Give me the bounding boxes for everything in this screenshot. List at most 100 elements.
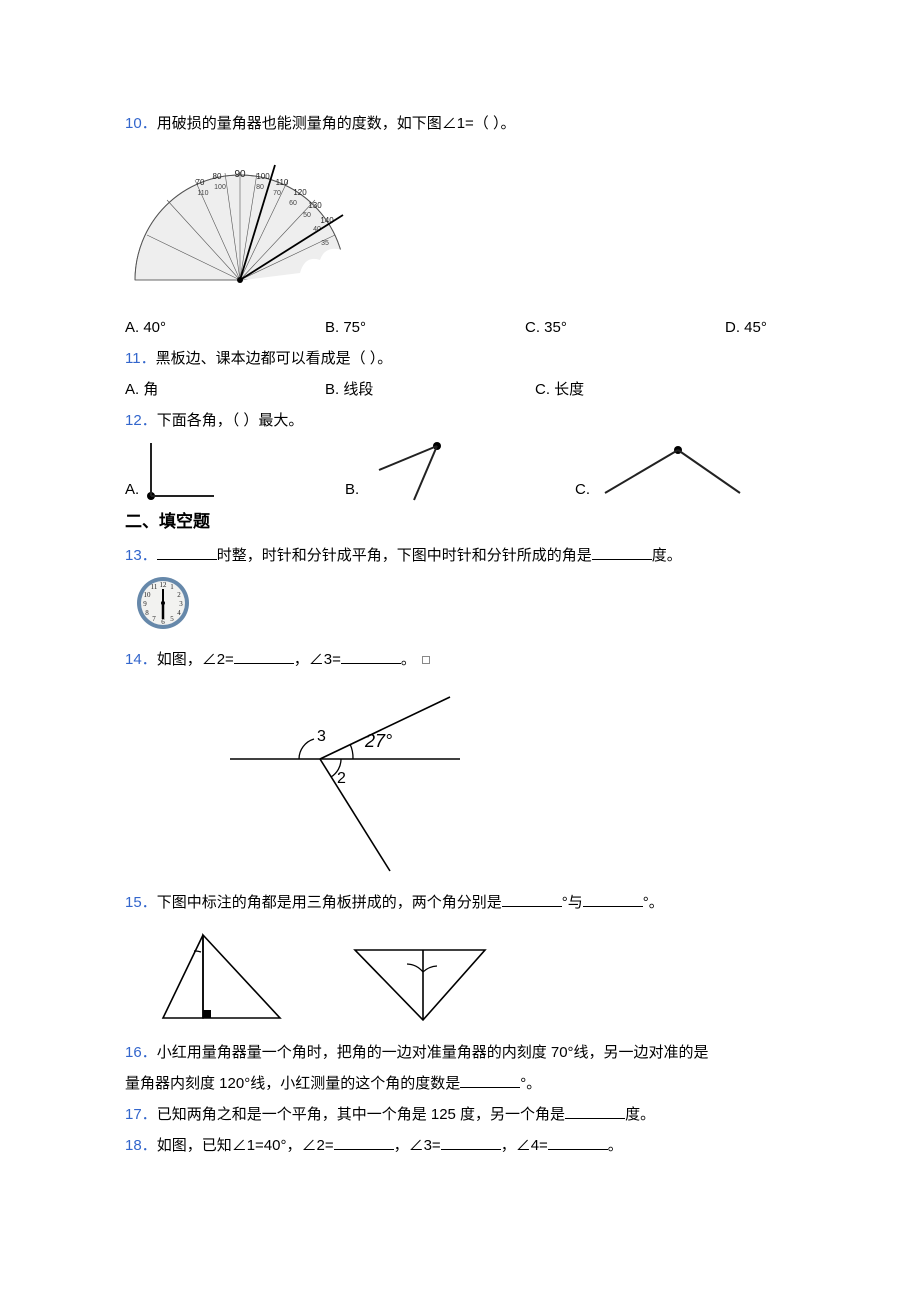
svg-text:8: 8 bbox=[145, 609, 149, 617]
svg-text:7: 7 bbox=[152, 615, 156, 623]
protractor-figure: 70 80 90 100 110 120 130 140 110 100 80 … bbox=[125, 145, 795, 304]
blank bbox=[592, 545, 652, 560]
text-3: ，∠4= bbox=[501, 1137, 548, 1154]
svg-text:120: 120 bbox=[293, 188, 307, 197]
svg-text:50: 50 bbox=[303, 212, 311, 219]
obtuse-angle-icon bbox=[590, 438, 745, 503]
option-c: C. 35° bbox=[525, 314, 725, 341]
section-2-title: 二、填空题 bbox=[125, 507, 795, 538]
svg-text:3: 3 bbox=[317, 728, 326, 745]
svg-text:80: 80 bbox=[256, 184, 264, 191]
option-b-label: B. bbox=[345, 476, 359, 503]
option-c-group: C. bbox=[575, 438, 795, 503]
q12-options: A. B. C. bbox=[125, 438, 795, 503]
blank bbox=[341, 649, 401, 664]
svg-text:100: 100 bbox=[214, 184, 226, 191]
svg-text:90: 90 bbox=[234, 169, 246, 180]
question-number: 14． bbox=[125, 651, 157, 668]
acute-angle-icon bbox=[359, 438, 444, 503]
question-number: 13． bbox=[125, 547, 157, 564]
svg-text:30: 30 bbox=[325, 252, 333, 259]
triangle-right-icon bbox=[345, 930, 495, 1025]
blank bbox=[583, 892, 643, 907]
question-text: 用破损的量角器也能测量角的度数，如下图∠1=（ ）。 bbox=[157, 115, 516, 132]
svg-text:70: 70 bbox=[273, 190, 281, 197]
option-a: A. 40° bbox=[125, 314, 325, 341]
svg-text:70: 70 bbox=[196, 178, 205, 187]
text-4: 。 bbox=[608, 1137, 623, 1154]
svg-text:6: 6 bbox=[161, 618, 165, 626]
svg-text:10: 10 bbox=[144, 591, 152, 599]
blank bbox=[548, 1135, 608, 1150]
question-13: 13． 时整，时针和分针成平角，下图中时针和分针所成的角是 度。 bbox=[125, 542, 795, 569]
question-number: 10． bbox=[125, 115, 157, 132]
question-12: 12．下面各角，（ ）最大。 bbox=[125, 407, 795, 434]
svg-text:4: 4 bbox=[177, 609, 181, 617]
text-line2b: °。 bbox=[520, 1075, 541, 1092]
text-2: ，∠3= bbox=[394, 1137, 441, 1154]
text-1: 如图，∠2= bbox=[157, 651, 234, 668]
svg-text:1: 1 bbox=[170, 583, 174, 591]
angle-27-figure: 27° 3 2 bbox=[225, 679, 795, 883]
blank bbox=[460, 1073, 520, 1088]
question-18: 18．如图，已知∠1=40°，∠2=，∠3=，∠4=。 bbox=[125, 1132, 795, 1159]
text-line1: 小红用量角器量一个角时，把角的一边对准量角器的内刻度 70°线，另一边对准的是 bbox=[157, 1044, 709, 1061]
option-b: B. 75° bbox=[325, 314, 525, 341]
option-a-group: A. bbox=[125, 438, 345, 503]
svg-text:110: 110 bbox=[197, 190, 208, 197]
svg-text:27°: 27° bbox=[364, 731, 392, 751]
text-1: 如图，已知∠1=40°，∠2= bbox=[157, 1137, 334, 1154]
svg-text:11: 11 bbox=[151, 583, 158, 591]
blank bbox=[334, 1135, 394, 1150]
svg-text:35: 35 bbox=[321, 240, 329, 247]
text-2: ，∠3= bbox=[294, 651, 341, 668]
blank bbox=[234, 649, 294, 664]
svg-text:9: 9 bbox=[143, 600, 147, 608]
question-number: 11． bbox=[125, 350, 156, 367]
question-17: 17．已知两角之和是一个平角，其中一个角是 125 度，另一个角是度。 bbox=[125, 1101, 795, 1128]
question-text: 黑板边、课本边都可以看成是（ ）。 bbox=[156, 350, 393, 367]
svg-text:60: 60 bbox=[289, 200, 297, 207]
question-16: 16．小红用量角器量一个角时，把角的一边对准量角器的内刻度 70°线，另一边对准… bbox=[125, 1039, 795, 1066]
right-angle-icon bbox=[139, 438, 219, 503]
option-d: D. 45° bbox=[725, 314, 795, 341]
q10-options: A. 40° B. 75° C. 35° D. 45° bbox=[125, 314, 795, 341]
svg-text:140: 140 bbox=[320, 216, 334, 225]
text-1: 下图中标注的角都是用三角板拼成的，两个角分别是 bbox=[157, 894, 502, 911]
question-14: 14．如图，∠2= ，∠3= 。 bbox=[125, 646, 795, 673]
blank bbox=[502, 892, 562, 907]
clock-figure: 12 1 2 3 4 5 6 7 8 9 10 11 bbox=[135, 575, 795, 640]
blank bbox=[441, 1135, 501, 1150]
option-c-label: C. bbox=[575, 476, 590, 503]
option-c: C. 长度 bbox=[535, 376, 795, 403]
question-15: 15．下图中标注的角都是用三角板拼成的，两个角分别是°与°。 bbox=[125, 889, 795, 916]
question-number: 12． bbox=[125, 412, 157, 429]
text-line2a: 量角器内刻度 120°线，小红测量的这个角的度数是 bbox=[125, 1075, 460, 1092]
text-2: °与 bbox=[562, 894, 583, 911]
svg-text:2: 2 bbox=[337, 770, 346, 787]
svg-text:80: 80 bbox=[213, 172, 222, 181]
svg-text:110: 110 bbox=[276, 178, 289, 187]
question-text: 时整，时针和分针成平角，下图中时针和分针所成的角是 bbox=[217, 547, 592, 564]
question-10: 10．用破损的量角器也能测量角的度数，如下图∠1=（ ）。 bbox=[125, 110, 795, 137]
question-11: 11．黑板边、课本边都可以看成是（ ）。 bbox=[125, 345, 795, 372]
text-1: 已知两角之和是一个平角，其中一个角是 125 度，另一个角是 bbox=[157, 1106, 565, 1123]
svg-text:3: 3 bbox=[179, 600, 183, 608]
text-suffix: 度。 bbox=[652, 547, 682, 564]
svg-text:130: 130 bbox=[308, 201, 322, 210]
text-2: 度。 bbox=[625, 1106, 655, 1123]
blank bbox=[157, 545, 217, 560]
placeholder-icon bbox=[422, 656, 430, 664]
option-b-group: B. bbox=[345, 438, 575, 503]
q11-options: A. 角 B. 线段 C. 长度 bbox=[125, 376, 795, 403]
blank bbox=[565, 1104, 625, 1119]
svg-text:12: 12 bbox=[160, 581, 168, 589]
option-b: B. 线段 bbox=[325, 376, 535, 403]
text-3: 。 bbox=[401, 651, 416, 668]
svg-text:2: 2 bbox=[177, 591, 181, 599]
svg-text:0: 0 bbox=[337, 268, 341, 275]
question-text: 下面各角，（ ）最大。 bbox=[157, 412, 304, 429]
question-16-line2: 量角器内刻度 120°线，小红测量的这个角的度数是 °。 bbox=[125, 1070, 795, 1097]
svg-text:5: 5 bbox=[170, 615, 174, 623]
svg-text:100: 100 bbox=[256, 172, 270, 181]
